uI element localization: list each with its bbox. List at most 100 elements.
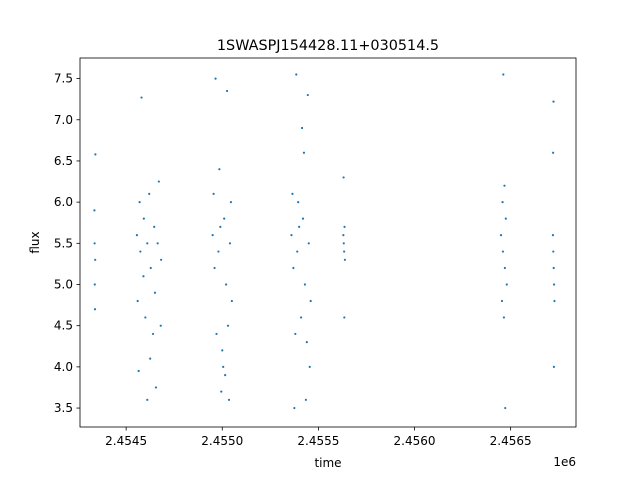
data-point <box>298 225 301 228</box>
y-tick-label: 3.5 <box>54 401 73 415</box>
data-point <box>215 332 218 336</box>
data-point <box>552 250 555 253</box>
data-point <box>292 266 295 270</box>
data-point <box>503 266 506 270</box>
data-point <box>499 233 503 237</box>
data-point <box>303 283 307 286</box>
data-point <box>221 349 224 352</box>
data-point <box>223 217 226 220</box>
data-point <box>154 386 158 389</box>
y-axis-label: flux <box>28 231 42 253</box>
data-point <box>342 242 345 245</box>
data-point <box>308 365 311 368</box>
x-ticks: 2.4545 2.4550 2.4555 2.4560 2.4565 <box>105 427 532 448</box>
data-point <box>94 153 97 156</box>
data-point <box>342 233 345 237</box>
chart-title: 1SWASPJ154428.11+030514.5 <box>217 38 439 54</box>
axes-frame <box>79 57 577 428</box>
data-point <box>295 73 298 76</box>
data-point <box>504 217 507 220</box>
data-point <box>225 283 228 286</box>
data-point <box>148 192 151 195</box>
data-point <box>343 316 346 319</box>
y-tick-label: 6.5 <box>54 154 73 168</box>
y-tick-label: 4.0 <box>54 360 73 374</box>
data-point <box>307 242 310 245</box>
data-point <box>309 299 312 303</box>
data-point <box>156 242 159 245</box>
data-point <box>214 77 217 80</box>
data-point <box>297 201 300 204</box>
data-point <box>228 242 232 245</box>
x-tick-label: 2.4545 <box>105 434 147 448</box>
data-point <box>153 291 157 294</box>
data-point <box>219 225 222 228</box>
x-tick-label: 2.4565 <box>490 434 532 448</box>
data-point <box>343 225 346 228</box>
data-point <box>501 250 505 253</box>
data-point <box>142 275 145 278</box>
data-point <box>553 299 556 303</box>
data-point <box>136 299 139 303</box>
data-point <box>500 299 504 303</box>
data-point <box>144 316 147 319</box>
data-point <box>225 89 229 93</box>
data-point <box>230 299 233 303</box>
x-tick-label: 2.4555 <box>297 434 339 448</box>
data-point <box>305 341 308 344</box>
data-point <box>552 100 555 103</box>
data-point <box>226 324 230 327</box>
data-point <box>552 266 555 270</box>
data-point <box>139 250 142 253</box>
data-point <box>342 176 345 179</box>
x-tick-label: 2.4550 <box>201 434 243 448</box>
data-point <box>504 406 507 410</box>
data-point <box>93 283 96 286</box>
data-point <box>306 93 309 97</box>
data-point <box>505 283 508 286</box>
y-tick-label: 7.0 <box>54 113 73 127</box>
data-point <box>93 308 97 311</box>
y-tick-label: 5.5 <box>54 236 73 250</box>
data-point <box>212 192 215 195</box>
data-point <box>151 332 155 336</box>
data-point <box>137 369 140 373</box>
data-point <box>224 374 227 377</box>
data-point <box>502 316 506 319</box>
y-tick-label: 6.0 <box>54 195 73 209</box>
data-point <box>140 96 143 99</box>
x-offset-label: 1e6 <box>553 455 576 469</box>
points-layer <box>93 73 556 410</box>
y-ticks: 3.5 4.0 4.5 5.0 5.5 6.0 6.5 7.0 7.5 <box>54 72 80 415</box>
data-point <box>213 266 216 270</box>
data-point <box>157 180 160 183</box>
data-point <box>291 192 294 195</box>
data-point <box>304 398 307 401</box>
x-axis-label: time <box>314 456 341 470</box>
data-point <box>551 233 555 237</box>
data-point <box>220 390 223 393</box>
data-point <box>146 398 149 401</box>
y-tick-label: 5.0 <box>54 278 73 292</box>
data-point <box>502 73 505 76</box>
data-point <box>343 250 346 253</box>
data-point <box>93 242 96 245</box>
data-point <box>159 324 162 327</box>
data-point <box>501 201 504 204</box>
data-point <box>300 126 304 130</box>
data-point <box>552 365 555 368</box>
data-point <box>153 225 156 228</box>
x-tick-label: 2.4560 <box>394 434 436 448</box>
data-point <box>211 233 214 237</box>
plot-area <box>80 58 576 427</box>
y-tick-label: 7.5 <box>54 72 73 86</box>
y-tick-label: 4.5 <box>54 319 73 333</box>
data-point <box>218 168 221 171</box>
data-point <box>146 242 149 245</box>
data-point <box>296 250 299 253</box>
data-point <box>94 258 97 261</box>
data-point <box>299 316 303 319</box>
data-point <box>222 365 225 368</box>
